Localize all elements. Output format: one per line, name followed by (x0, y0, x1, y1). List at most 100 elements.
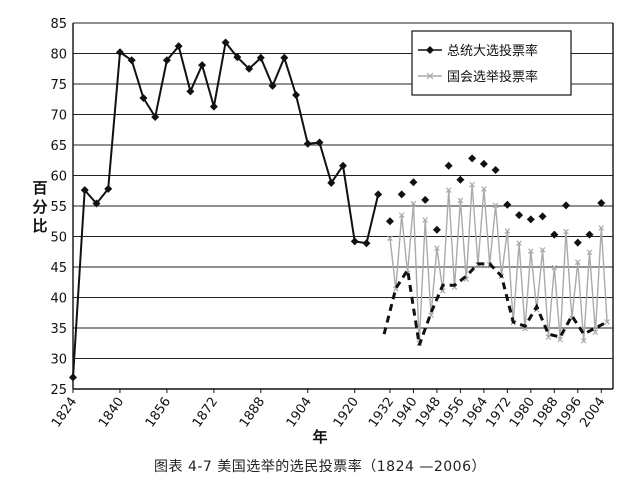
congressional-point-1944 (422, 217, 428, 223)
legend-marker-congressional (426, 72, 434, 80)
congressional-line (389, 184, 608, 344)
presidential-point-1864 (186, 87, 195, 96)
y-tick-label-65: 65 (50, 139, 67, 154)
legend-marker-presidential (426, 46, 434, 54)
y-tick-label-40: 40 (50, 292, 67, 307)
presidential-point-1908 (315, 138, 324, 147)
congressional-point-1992 (563, 228, 569, 235)
series-layer (69, 38, 610, 382)
x-tick-label-1856: 1856 (143, 395, 174, 431)
congressional-point-1936 (398, 212, 405, 218)
presidential-point-1912 (327, 178, 336, 187)
presidential-point-1892 (268, 81, 277, 90)
presidential-point-1944 (421, 195, 430, 204)
y-axis-label: 百分比 (32, 179, 47, 235)
series-0-solid-diamond (69, 38, 383, 382)
congressional-point-1992-b (563, 228, 569, 235)
presidential-point-1844 (127, 56, 136, 65)
congressional-point-1980-b (528, 248, 534, 254)
congressional-point-2004 (598, 225, 605, 231)
presidential-point-1832 (92, 199, 101, 208)
congressional-point-1952-b (445, 187, 452, 193)
legend-entry-1: 国会选举投票率 (418, 69, 538, 85)
congressional-point-1944-b (422, 217, 428, 223)
congressional-point-1986-b (545, 334, 552, 340)
y-axis-label-char: 百 (32, 179, 47, 197)
congressional-point-2002 (592, 329, 599, 336)
presidential-point-1932 (385, 217, 394, 226)
presidential-point-1876 (221, 38, 230, 47)
congressional-point-1950-b (439, 287, 446, 294)
x-tick-label-1824: 1824 (49, 395, 80, 431)
congressional-point-2000-b (586, 249, 593, 256)
figure-caption: 图表 4-7 美国选举的选民投票率（1824 —2006） (154, 459, 486, 475)
legend-marker-congressional-b (426, 72, 434, 80)
y-tick-label-55: 55 (50, 200, 67, 215)
congressional-point-1958-b (463, 276, 470, 283)
legend-box (411, 30, 572, 96)
series-1-diamond-markers (385, 154, 606, 247)
presidential-point-1828 (80, 186, 89, 195)
presidential-line (72, 40, 380, 378)
presidential-point-1888 (256, 53, 265, 62)
congressional-point-1972-b (504, 228, 511, 234)
y-axis-label-char: 分 (32, 198, 47, 216)
presidential-point-1976 (515, 211, 524, 220)
presidential-point-1880 (233, 53, 242, 62)
series-3-dashed (382, 262, 608, 346)
presidential-point-1852 (151, 112, 160, 121)
congressional-point-1990-b (557, 336, 563, 343)
presidential-point-1984 (538, 212, 547, 221)
congressional-point-1976 (516, 240, 522, 247)
congressional-point-1948 (434, 245, 440, 251)
presidential-point-2000 (585, 230, 594, 239)
presidential-point-1940 (409, 178, 418, 187)
congressional-point-1968 (492, 202, 499, 209)
y-tick-label-35: 35 (50, 322, 67, 337)
congressional-point-1972 (504, 228, 511, 234)
congressional-point-1996 (574, 259, 581, 265)
presidential-point-1856 (162, 56, 171, 65)
congressional-point-1956 (457, 197, 464, 204)
y-tick-label-70: 70 (50, 109, 67, 124)
congressional-point-1988-b (551, 264, 558, 271)
congressional-point-2006 (604, 319, 610, 325)
presidential-point-1936 (397, 190, 406, 199)
congressional-point-1984 (539, 247, 546, 253)
presidential-point-1836 (104, 184, 113, 193)
y-axis-label-char: 比 (32, 217, 47, 235)
congressional-point-1998 (580, 337, 587, 344)
presidential-point-1916 (339, 161, 347, 170)
presidential-point-1960 (468, 154, 477, 163)
congressional-point-1998-b (580, 337, 587, 344)
presidential-point-1924 (362, 239, 371, 248)
congressional-point-1980 (528, 248, 534, 254)
congressional-point-1978-b (522, 325, 528, 332)
congressional-point-2004-b (598, 225, 605, 231)
congressional-point-1984-b (539, 247, 546, 253)
x-axis-label: 年 (312, 428, 327, 446)
presidential-point-1896 (280, 53, 289, 62)
x-tick-label-1872: 1872 (190, 395, 221, 431)
presidential-point-1948 (432, 225, 441, 234)
presidential-point-1900 (292, 90, 301, 99)
presidential-point-1928 (374, 190, 383, 199)
congressional-point-1936-b (398, 212, 405, 218)
presidential-point-1860 (174, 42, 183, 51)
presidential-point-1956 (456, 175, 465, 184)
presidential-point-2004 (597, 198, 606, 207)
x-tick-label-1888: 1888 (237, 395, 268, 431)
presidential-point-1968 (491, 166, 500, 175)
legend-entry-0: 总统大选投票率 (418, 43, 538, 59)
congressional-point-1940 (410, 200, 417, 207)
y-tick-label-85: 85 (50, 17, 67, 32)
congressional-point-2000 (586, 249, 593, 256)
legend-label-0: 总统大选投票率 (447, 43, 538, 59)
presidential-point-1868 (198, 61, 207, 70)
presidential-point-1848 (139, 94, 148, 103)
x-axis-ticks: 1824 1840 1856 1872 1888 1904 1920 193219401948… (49, 389, 609, 430)
congressional-point-1932 (387, 235, 393, 242)
y-tick-label-75: 75 (50, 78, 67, 93)
congressional-point-1988 (551, 264, 558, 271)
